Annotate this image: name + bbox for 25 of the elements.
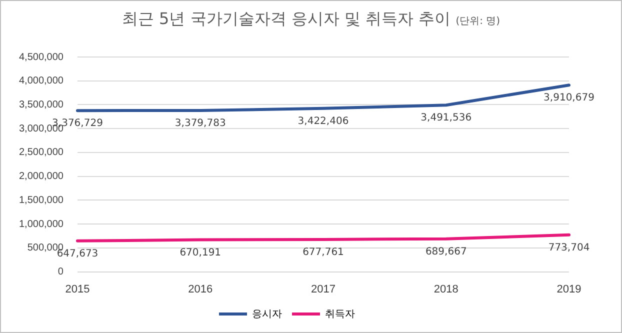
data-label: 3,422,406 (298, 116, 349, 128)
y-tick-label: 4,000,000 (18, 76, 64, 87)
y-tick-label: 1,500,000 (18, 194, 64, 206)
data-label: 3,910,679 (544, 92, 594, 104)
legend-label: 응시자 (252, 308, 282, 320)
data-label: 3,379,783 (174, 118, 226, 130)
y-tick-label: 3,500,000 (18, 99, 64, 110)
data-label: 670,191 (180, 247, 222, 258)
x-tick-label: 2017 (311, 283, 336, 296)
data-label: 677,761 (302, 247, 344, 258)
y-tick-label: 2,500,000 (18, 147, 64, 158)
y-tick-label: 4,500,000 (18, 52, 64, 63)
x-tick-label: 2019 (556, 283, 582, 296)
x-tick-label: 2015 (65, 283, 90, 296)
x-tick-label: 2016 (188, 283, 213, 296)
y-tick-label: 0 (58, 266, 64, 278)
chart-subtitle: (단위: 명) (456, 16, 500, 27)
y-tick-label: 1,000,000 (18, 218, 64, 230)
chart-title: 최근 5년 국가기술자격 응시자 및 취득자 추이 (122, 9, 451, 28)
legend-label: 취득자 (325, 308, 355, 320)
data-label: 689,667 (425, 246, 467, 258)
data-label: 3,491,536 (420, 112, 472, 124)
x-tick-label: 2018 (434, 283, 458, 296)
y-tick-label: 2,000,000 (18, 171, 64, 182)
data-label: 773,704 (548, 242, 590, 254)
